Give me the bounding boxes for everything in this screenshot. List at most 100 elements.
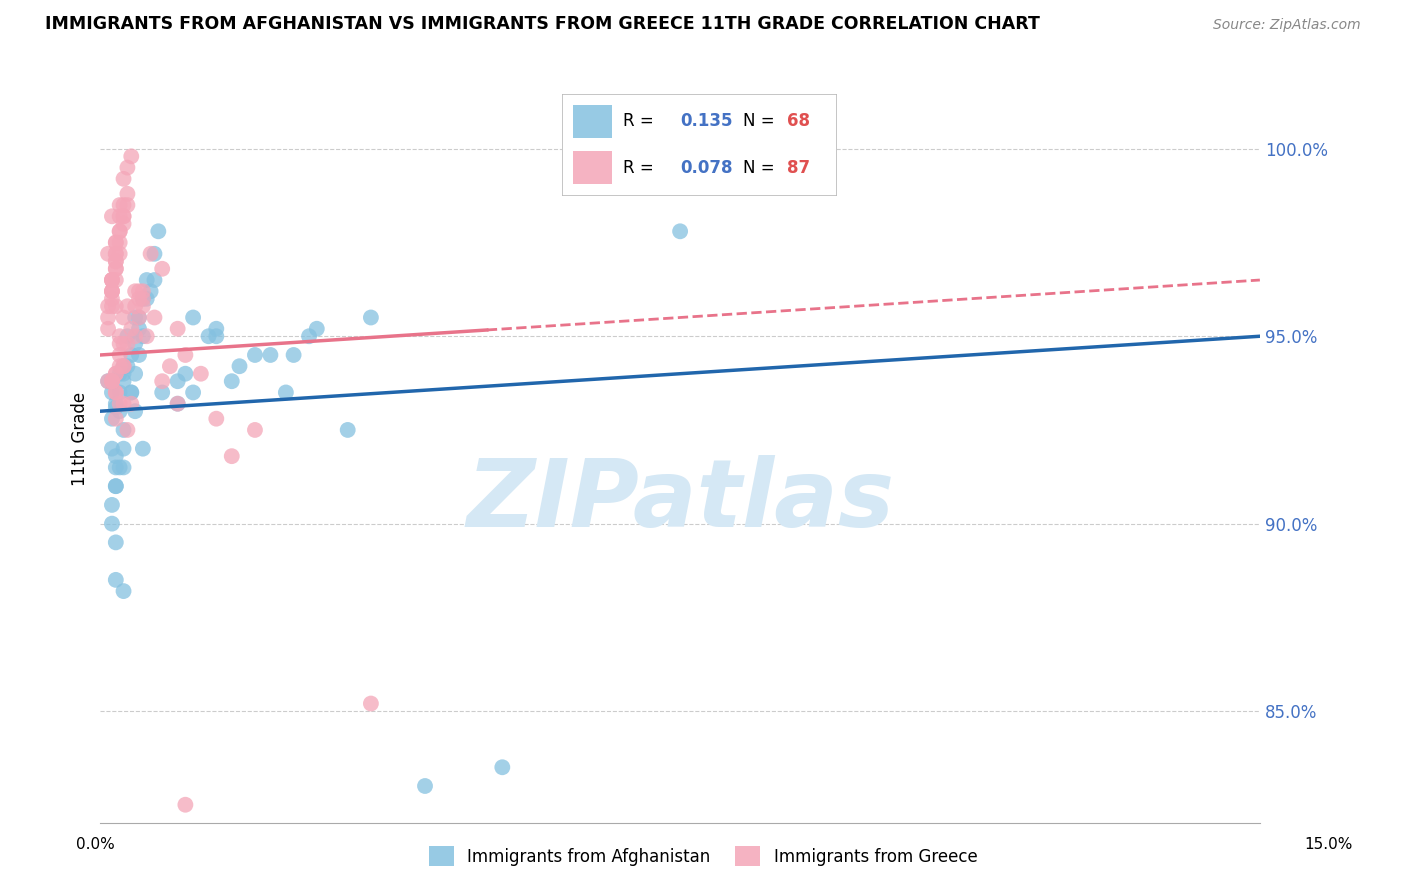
Point bbox=[143, 247, 166, 261]
Point bbox=[101, 285, 124, 299]
Point bbox=[104, 254, 127, 268]
Text: ZIPatlas: ZIPatlas bbox=[465, 455, 894, 547]
Point bbox=[108, 348, 131, 362]
Point bbox=[101, 285, 124, 299]
Point bbox=[108, 224, 131, 238]
Point bbox=[124, 310, 146, 325]
Point bbox=[132, 292, 155, 306]
Point bbox=[228, 359, 250, 374]
Point bbox=[124, 285, 146, 299]
Point bbox=[120, 149, 142, 163]
Point bbox=[101, 385, 124, 400]
Point bbox=[97, 310, 120, 325]
Point bbox=[108, 336, 131, 351]
Point bbox=[135, 329, 157, 343]
Point bbox=[128, 310, 150, 325]
Point bbox=[174, 348, 197, 362]
Point bbox=[150, 374, 173, 388]
Point bbox=[117, 186, 139, 201]
Point bbox=[112, 374, 135, 388]
Point bbox=[221, 449, 243, 463]
Point bbox=[101, 299, 124, 313]
Point bbox=[104, 385, 127, 400]
Point bbox=[101, 442, 124, 456]
Point bbox=[124, 404, 146, 418]
Point bbox=[283, 348, 305, 362]
Point bbox=[128, 348, 150, 362]
Point bbox=[112, 209, 135, 223]
Point bbox=[135, 273, 157, 287]
Point bbox=[159, 359, 181, 374]
Point bbox=[108, 397, 131, 411]
Point bbox=[104, 367, 127, 381]
Point bbox=[274, 385, 297, 400]
Point bbox=[104, 367, 127, 381]
Point bbox=[181, 385, 204, 400]
Text: R =: R = bbox=[623, 159, 659, 177]
Point bbox=[117, 329, 139, 343]
Point bbox=[128, 292, 150, 306]
Point bbox=[128, 310, 150, 325]
Point bbox=[104, 479, 127, 493]
Y-axis label: 11th Grade: 11th Grade bbox=[72, 392, 89, 486]
Point bbox=[104, 449, 127, 463]
Text: Source: ZipAtlas.com: Source: ZipAtlas.com bbox=[1213, 18, 1361, 31]
Point bbox=[166, 322, 188, 336]
Point bbox=[150, 261, 173, 276]
Point bbox=[108, 235, 131, 250]
Point bbox=[104, 235, 127, 250]
Point bbox=[120, 385, 142, 400]
Point bbox=[267, 884, 290, 892]
Point bbox=[104, 235, 127, 250]
Point bbox=[97, 299, 120, 313]
Point bbox=[128, 322, 150, 336]
Point bbox=[108, 224, 131, 238]
Legend: Immigrants from Afghanistan, Immigrants from Greece: Immigrants from Afghanistan, Immigrants … bbox=[422, 839, 984, 873]
Point bbox=[135, 292, 157, 306]
Point bbox=[132, 292, 155, 306]
Point bbox=[143, 310, 166, 325]
Point bbox=[101, 273, 124, 287]
Point bbox=[101, 273, 124, 287]
Point bbox=[139, 285, 162, 299]
Point bbox=[112, 209, 135, 223]
Point bbox=[243, 423, 266, 437]
Point bbox=[108, 367, 131, 381]
Point bbox=[101, 273, 124, 287]
Point bbox=[298, 329, 321, 343]
Point bbox=[97, 247, 120, 261]
Point bbox=[104, 261, 127, 276]
Text: 0.078: 0.078 bbox=[681, 159, 733, 177]
Point bbox=[120, 348, 142, 362]
Point bbox=[104, 411, 127, 425]
Point bbox=[101, 374, 124, 388]
Point bbox=[101, 209, 124, 223]
Point bbox=[166, 374, 188, 388]
Text: N =: N = bbox=[744, 159, 780, 177]
Point bbox=[174, 367, 197, 381]
Point bbox=[205, 329, 228, 343]
Point bbox=[128, 285, 150, 299]
Text: 0.0%: 0.0% bbox=[76, 838, 115, 852]
Point bbox=[491, 760, 513, 774]
Point bbox=[150, 385, 173, 400]
Point bbox=[112, 397, 135, 411]
Point bbox=[112, 359, 135, 374]
Point bbox=[108, 385, 131, 400]
Point bbox=[101, 374, 124, 388]
Point bbox=[197, 329, 219, 343]
Point bbox=[669, 224, 692, 238]
Point bbox=[117, 198, 139, 212]
Point bbox=[243, 348, 266, 362]
Text: 87: 87 bbox=[787, 159, 810, 177]
Point bbox=[132, 329, 155, 343]
Point bbox=[104, 254, 127, 268]
Point bbox=[101, 411, 124, 425]
Point bbox=[181, 310, 204, 325]
Point bbox=[120, 385, 142, 400]
Point bbox=[259, 348, 281, 362]
Text: R =: R = bbox=[623, 112, 659, 130]
Point bbox=[132, 285, 155, 299]
Point bbox=[104, 247, 127, 261]
Point bbox=[132, 299, 155, 313]
